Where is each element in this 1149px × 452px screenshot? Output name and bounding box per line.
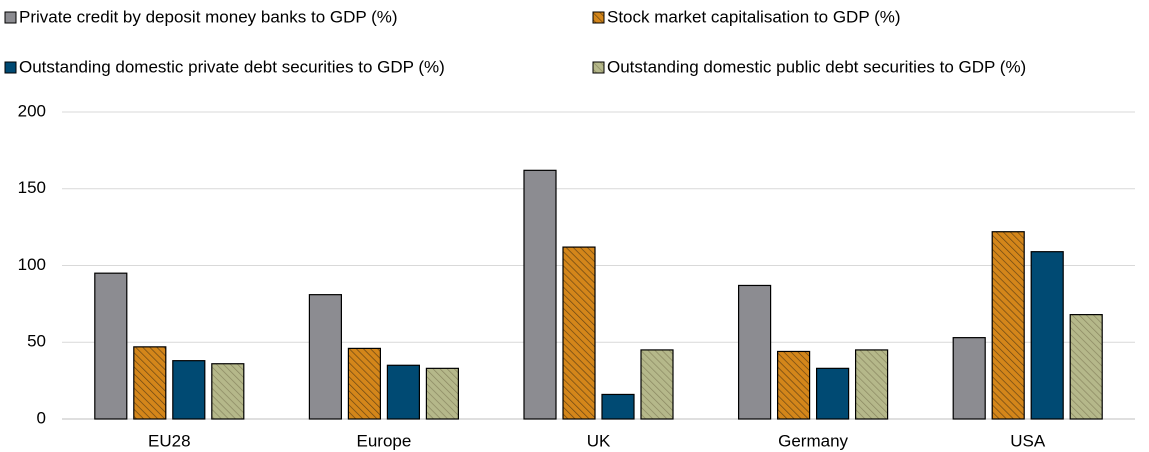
- bar: [523, 169, 557, 420]
- legend-marker: [4, 61, 17, 74]
- legend-marker: [592, 11, 605, 24]
- bar: [952, 337, 986, 420]
- bar: [815, 367, 850, 420]
- legend-marker: [592, 61, 605, 74]
- x-tick-label: Germany: [778, 431, 848, 450]
- bar: [776, 350, 811, 420]
- bar: [601, 393, 635, 420]
- bar: [562, 246, 596, 420]
- x-tick-label: USA: [1010, 431, 1046, 450]
- bar: [308, 294, 342, 420]
- bar: [172, 360, 206, 420]
- bar: [94, 272, 128, 420]
- bar: [211, 363, 245, 420]
- legend-label: Outstanding domestic private debt securi…: [19, 57, 445, 76]
- bar: [386, 364, 420, 420]
- legend-label: Outstanding domestic public debt securit…: [607, 57, 1026, 76]
- y-tick-label: 50: [27, 332, 46, 351]
- bar: [1069, 314, 1103, 420]
- bar: [640, 349, 674, 420]
- legend-label: Stock market capitalisation to GDP (%): [607, 7, 901, 26]
- legend-label: Private credit by deposit money banks to…: [19, 7, 398, 26]
- bar: [1030, 251, 1064, 420]
- y-tick-label: 100: [18, 255, 46, 274]
- x-tick-label: UK: [587, 431, 611, 450]
- legend-marker: [4, 11, 17, 24]
- bar: [737, 284, 772, 420]
- bar: [854, 349, 889, 420]
- bar: [133, 346, 167, 420]
- x-tick-label: EU28: [148, 431, 191, 450]
- bar: [991, 231, 1025, 420]
- y-tick-label: 0: [37, 408, 46, 427]
- bar: [347, 347, 381, 420]
- y-tick-label: 200: [18, 101, 46, 120]
- bar: [425, 367, 459, 420]
- y-tick-label: 150: [18, 178, 46, 197]
- x-tick-label: Europe: [356, 431, 411, 450]
